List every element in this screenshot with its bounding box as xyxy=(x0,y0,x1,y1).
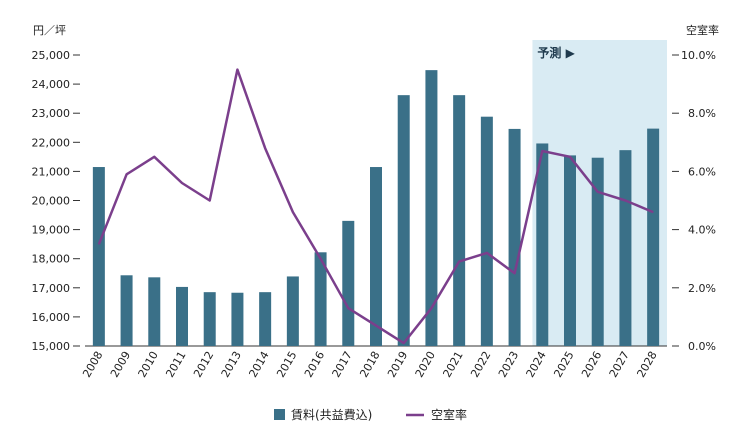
legend: 賃料(共益費込) 空室率 xyxy=(274,407,467,422)
right-tick-label: 0.0% xyxy=(688,340,716,353)
left-tick-label: 16,000 xyxy=(32,311,71,324)
left-axis-unit-label: 円／坪 xyxy=(33,24,66,37)
vacancy-point-2023 xyxy=(514,272,516,274)
vacancy-point-2028 xyxy=(652,211,654,213)
bar-2011 xyxy=(176,286,188,346)
x-tick-label: 2008 xyxy=(80,349,105,380)
vacancy-point-2013 xyxy=(236,69,238,71)
bar-2013 xyxy=(231,292,244,346)
x-tick-label: 2025 xyxy=(551,349,576,380)
left-tick-label: 19,000 xyxy=(32,224,71,237)
x-tick-label: 2013 xyxy=(219,349,244,380)
left-tick-label: 17,000 xyxy=(32,282,71,295)
x-tick-label: 2024 xyxy=(524,349,549,380)
vacancy-point-2012 xyxy=(209,200,211,201)
vacancy-point-2026 xyxy=(597,191,599,193)
right-tick-label: 10.0% xyxy=(681,49,716,62)
left-tick-label: 23,000 xyxy=(32,107,71,120)
vacancy-point-2011 xyxy=(181,182,183,184)
x-tick-label: 2023 xyxy=(496,349,521,380)
vacancy-point-2022 xyxy=(486,252,488,254)
bar-2015 xyxy=(286,276,299,346)
bar-2010 xyxy=(148,277,161,346)
x-tick-label: 2014 xyxy=(246,349,271,380)
x-tick-label: 2010 xyxy=(136,349,161,380)
x-tick-label: 2022 xyxy=(468,349,493,380)
vacancy-point-2008 xyxy=(98,243,100,245)
x-tick-label: 2027 xyxy=(607,349,632,380)
bar-2028 xyxy=(647,128,660,346)
vacancy-point-2009 xyxy=(126,173,128,175)
left-tick-label: 18,000 xyxy=(32,253,71,266)
vacancy-point-2019 xyxy=(403,342,405,344)
x-tick-label: 2011 xyxy=(163,349,188,380)
x-tick-label: 2019 xyxy=(385,349,410,380)
bar-2014 xyxy=(259,292,272,346)
bar-2024 xyxy=(536,143,549,346)
left-tick-label: 20,000 xyxy=(32,195,71,208)
x-tick-label: 2015 xyxy=(274,349,299,380)
left-tick-label: 22,000 xyxy=(32,136,71,149)
right-tick-label: 8.0% xyxy=(688,107,716,120)
x-tick-label: 2021 xyxy=(440,349,465,380)
bar-2020 xyxy=(425,70,438,346)
vacancy-point-2018 xyxy=(375,325,377,327)
x-tick-label: 2017 xyxy=(330,349,355,380)
vacancy-point-2010 xyxy=(153,156,155,158)
left-tick-label: 21,000 xyxy=(32,165,71,178)
legend-line-label: 空室率 xyxy=(431,407,467,422)
vacancy-point-2015 xyxy=(292,211,294,213)
right-tick-label: 2.0% xyxy=(688,282,716,295)
bar-2009 xyxy=(120,275,133,346)
x-tick-label: 2012 xyxy=(191,349,216,380)
x-tick-label: 2020 xyxy=(413,349,438,380)
bar-2008 xyxy=(92,167,105,346)
vacancy-point-2027 xyxy=(624,200,626,201)
bar-2025 xyxy=(564,155,576,346)
x-tick-label: 2028 xyxy=(634,349,659,380)
left-tick-label: 25,000 xyxy=(32,49,71,62)
vacancy-point-2024 xyxy=(541,150,543,152)
bar-2012 xyxy=(203,292,216,346)
right-axis-unit-label: 空室率 xyxy=(686,23,719,37)
x-tick-label: 2016 xyxy=(302,349,327,380)
left-tick-label: 15,000 xyxy=(32,340,71,353)
legend-bar-label: 賃料(共益費込) xyxy=(291,407,372,422)
bar-2027 xyxy=(619,150,632,346)
vacancy-point-2020 xyxy=(430,307,432,309)
bar-2026 xyxy=(591,157,604,346)
vacancy-point-2025 xyxy=(569,156,571,158)
right-tick-label: 6.0% xyxy=(688,165,716,178)
vacancy-point-2021 xyxy=(458,261,460,263)
x-tick-label: 2009 xyxy=(108,349,133,380)
x-tick-label: 2026 xyxy=(579,349,604,380)
right-tick-label: 4.0% xyxy=(688,224,716,237)
forecast-label: 予測 ▶ xyxy=(537,45,575,60)
bar-2021 xyxy=(453,95,466,347)
vacancy-point-2016 xyxy=(320,258,322,260)
vacancy-point-2017 xyxy=(347,307,349,309)
bar-2022 xyxy=(480,116,493,346)
bar-2016 xyxy=(314,252,327,346)
legend-bar-swatch xyxy=(274,409,285,420)
bar-2019 xyxy=(397,95,410,347)
bar-2023 xyxy=(508,128,521,346)
left-tick-label: 24,000 xyxy=(32,78,71,91)
vacancy-point-2014 xyxy=(264,147,266,149)
bar-2018 xyxy=(370,167,382,346)
x-tick-label: 2018 xyxy=(357,349,382,380)
bar-2017 xyxy=(342,220,355,346)
